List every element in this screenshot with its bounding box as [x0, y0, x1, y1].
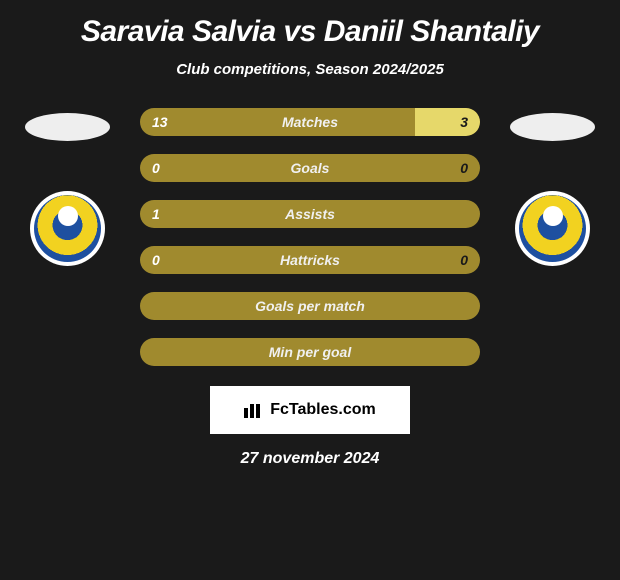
stat-right-value: 0	[460, 252, 468, 268]
watermark-badge: FcTables.com	[210, 386, 410, 434]
club-logo-right	[515, 191, 590, 266]
stat-row-mpg: Min per goal	[140, 338, 480, 366]
watermark-text: FcTables.com	[270, 401, 376, 419]
stat-row-goals: 0 Goals 0	[140, 154, 480, 182]
container: Saravia Salvia vs Daniil Shantaliy Club …	[0, 0, 620, 483]
stat-left-value: 0	[152, 252, 160, 268]
page-title: Saravia Salvia vs Daniil Shantaliy	[81, 15, 539, 49]
stat-right-value: 3	[460, 114, 468, 130]
stat-left-value: 13	[152, 114, 168, 130]
stat-label: Goals per match	[255, 298, 365, 314]
player-left-column	[25, 108, 110, 266]
stat-label: Assists	[285, 206, 335, 222]
stat-label: Goals	[291, 160, 330, 176]
chart-icon	[244, 402, 264, 418]
chart-icon-bar	[256, 411, 260, 418]
stat-label: Min per goal	[269, 344, 351, 360]
stats-column: 13 Matches 3 0 Goals 0 1 Assists 0 Hattr…	[140, 108, 480, 366]
stat-label: Hattricks	[280, 252, 340, 268]
main-area: 13 Matches 3 0 Goals 0 1 Assists 0 Hattr…	[0, 108, 620, 366]
date-text: 27 november 2024	[241, 450, 380, 468]
stat-row-hattricks: 0 Hattricks 0	[140, 246, 480, 274]
stat-row-matches: 13 Matches 3	[140, 108, 480, 136]
stat-row-assists: 1 Assists	[140, 200, 480, 228]
stat-label: Matches	[282, 114, 338, 130]
club-logo-left	[30, 191, 105, 266]
stat-left-value: 1	[152, 206, 160, 222]
player-right-avatar	[510, 113, 595, 141]
player-right-column	[510, 108, 595, 266]
stat-right-value: 0	[460, 160, 468, 176]
stat-fill-right	[415, 108, 480, 136]
stat-left-value: 0	[152, 160, 160, 176]
subtitle: Club competitions, Season 2024/2025	[176, 61, 444, 78]
player-left-avatar	[25, 113, 110, 141]
stat-row-gpm: Goals per match	[140, 292, 480, 320]
